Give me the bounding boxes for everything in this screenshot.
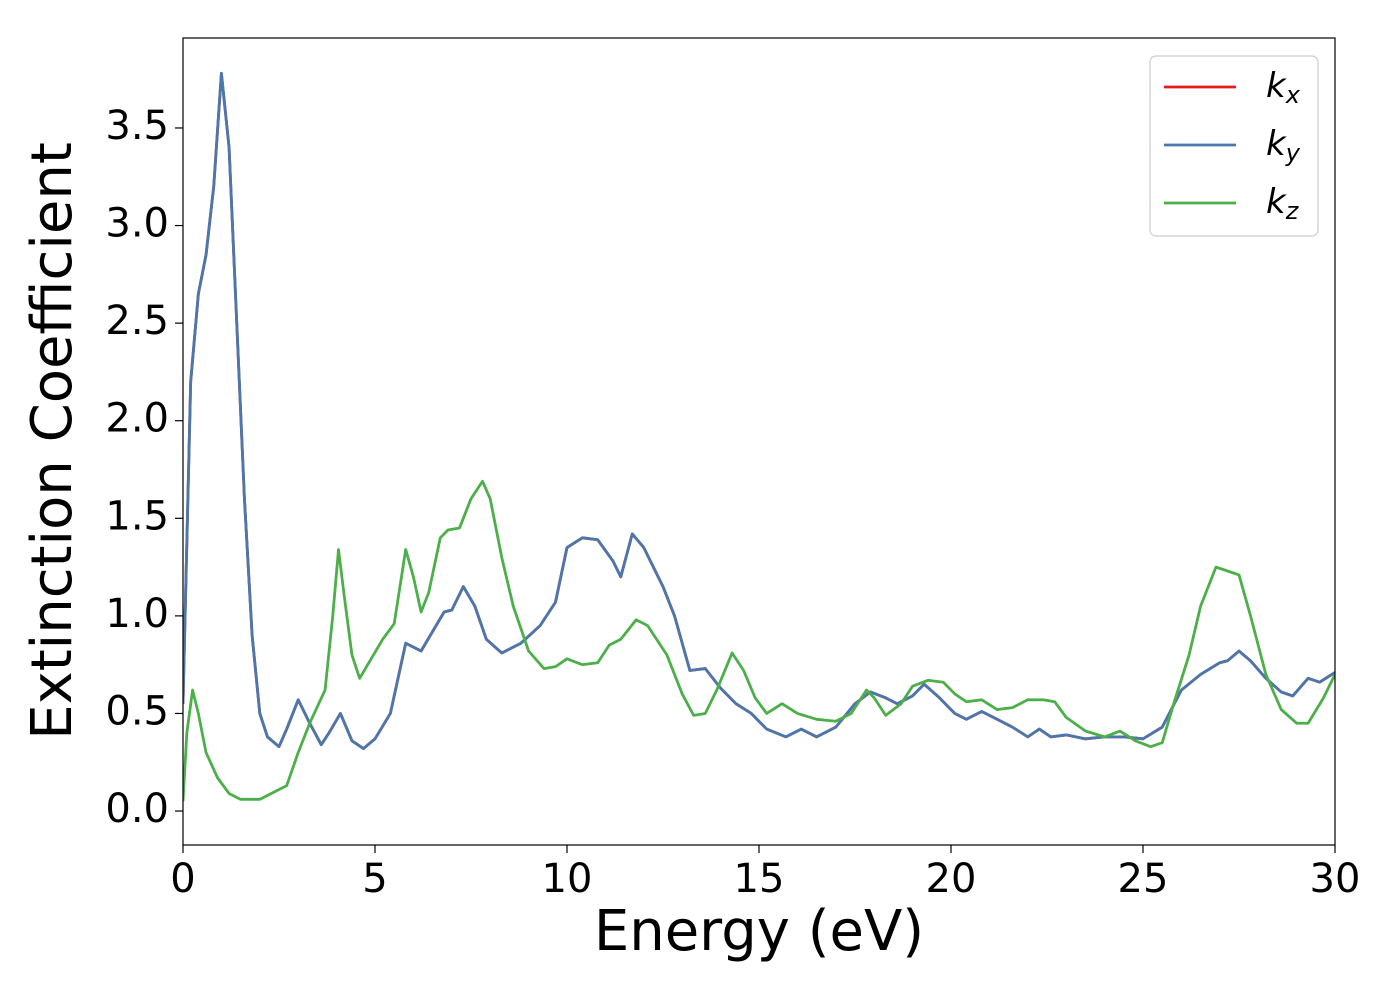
x-tick-label: 25: [1118, 856, 1169, 902]
y-tick-label: 0.0: [105, 786, 169, 832]
plot-lines: [183, 71, 1335, 802]
y-tick-label: 1.5: [105, 493, 169, 539]
x-axis-label: Energy (eV): [594, 899, 924, 964]
y-tick-label: 3.5: [105, 103, 169, 149]
x-tick-label: 10: [542, 856, 593, 902]
series-line: [183, 479, 1335, 802]
legend-label: kz: [1266, 182, 1300, 226]
legend-label: ky: [1266, 124, 1301, 168]
x-tick-label: 5: [362, 856, 387, 902]
y-tick-label: 2.5: [105, 298, 169, 344]
x-tick-label: 0: [170, 856, 195, 902]
series-line: [183, 71, 1335, 750]
y-tick-label: 1.0: [105, 591, 169, 637]
y-axis-label: Extinction Coefficient: [20, 142, 85, 740]
y-tick-label: 3.0: [105, 201, 169, 247]
x-tick-label: 15: [734, 856, 785, 902]
legend-label: kx: [1266, 66, 1301, 110]
y-tick-label: 2.0: [105, 396, 169, 442]
x-tick-label: 30: [1310, 856, 1361, 902]
y-tick-label: 0.5: [105, 688, 169, 734]
x-tick-label: 20: [926, 856, 977, 902]
